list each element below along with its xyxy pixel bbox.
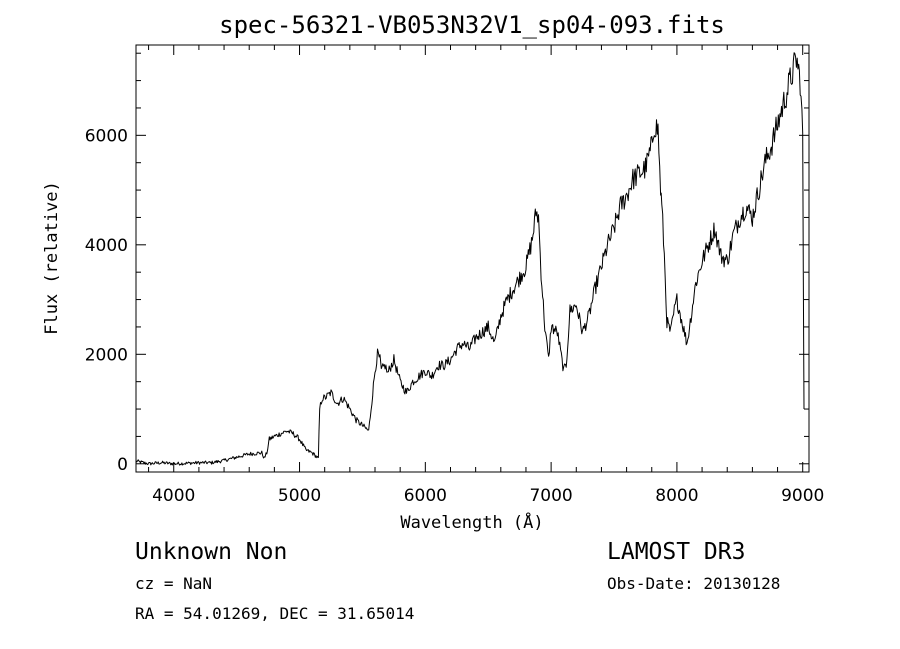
x-tick-labels: 4000 5000 6000 7000 8000 9000 — [152, 486, 824, 506]
y-tick-label: 0 — [117, 455, 128, 475]
y-tick-label: 4000 — [85, 236, 128, 256]
y-tick-label: 2000 — [85, 345, 128, 365]
obs-date-label: Obs-Date: 20130128 — [607, 574, 781, 593]
object-class-label: Unknown Non — [135, 539, 288, 565]
axis-ticks — [136, 45, 809, 472]
survey-label: LAMOST DR3 — [607, 539, 746, 565]
x-tick-label: 6000 — [404, 486, 447, 506]
y-axis-label: Flux (relative) — [42, 181, 62, 335]
y-tick-label: 6000 — [85, 126, 128, 146]
x-tick-label: 9000 — [781, 486, 824, 506]
chart-title: spec-56321-VB053N32V1_sp04-093.fits — [219, 11, 725, 39]
coordinates-label: RA = 54.01269, DEC = 31.65014 — [135, 604, 415, 623]
x-tick-label: 8000 — [655, 486, 698, 506]
x-tick-label: 7000 — [529, 486, 572, 506]
x-tick-label: 4000 — [152, 486, 195, 506]
x-axis-label: Wavelength (Å) — [400, 511, 543, 533]
spectrum-line — [135, 52, 805, 466]
y-tick-labels: 0 2000 4000 6000 — [85, 126, 128, 474]
redshift-label: cz = NaN — [135, 574, 213, 593]
plot-frame — [135, 44, 810, 473]
x-tick-label: 5000 — [278, 486, 321, 506]
